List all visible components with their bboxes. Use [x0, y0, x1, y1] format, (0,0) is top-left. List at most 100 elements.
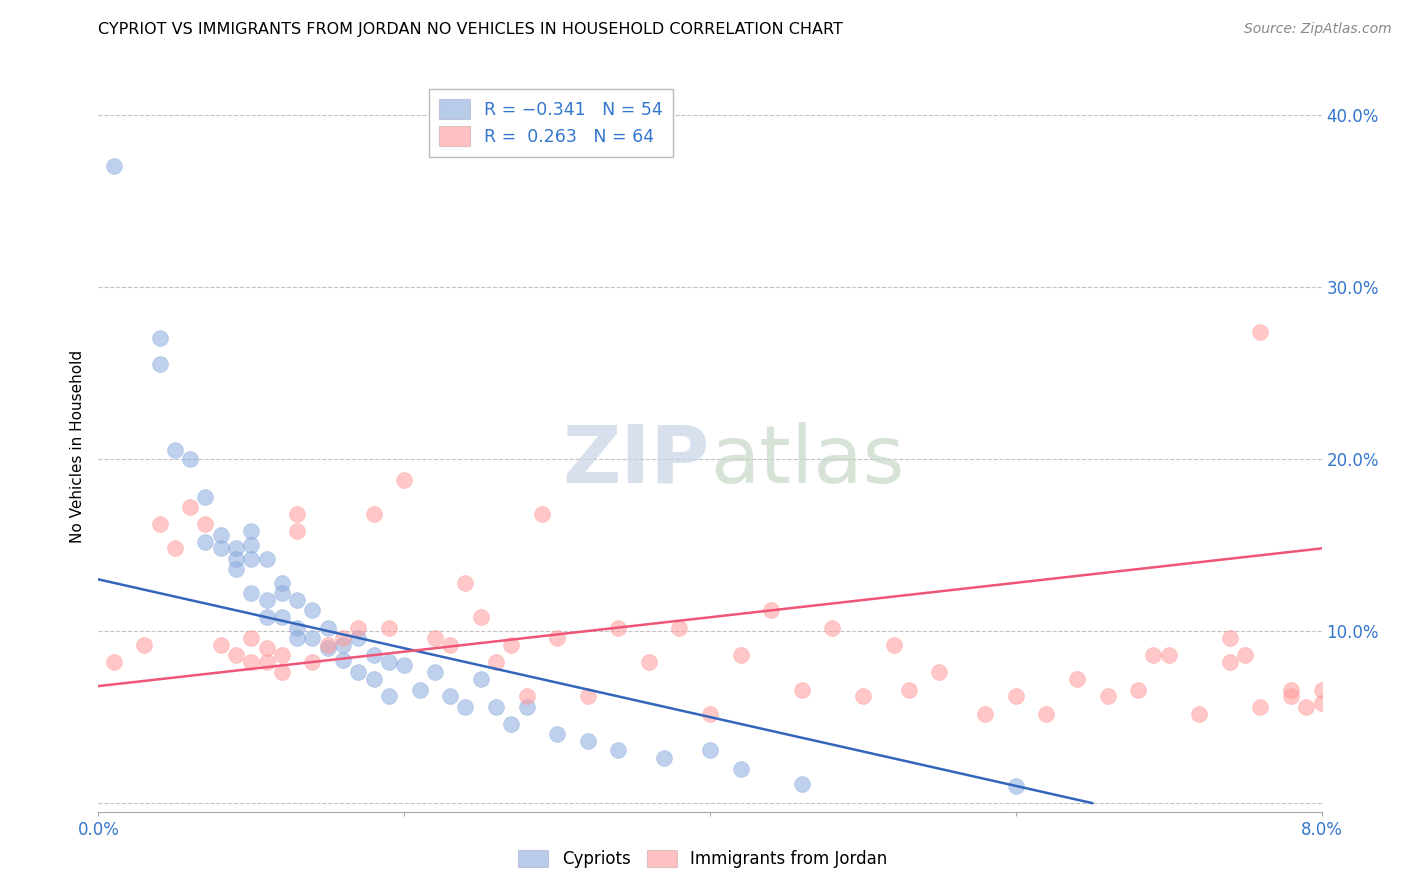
Point [256, 610, 278, 624]
Point [194, 534, 217, 549]
Point [103, 655, 125, 669]
Point [1128, 682, 1150, 697]
Point [1234, 648, 1257, 662]
Point [883, 638, 905, 652]
Point [270, 586, 294, 600]
Point [470, 672, 492, 686]
Point [439, 690, 461, 704]
Point [134, 638, 156, 652]
Point [530, 507, 553, 521]
Point [347, 631, 370, 645]
Point [194, 490, 217, 504]
Point [470, 610, 492, 624]
Point [256, 641, 278, 656]
Point [256, 551, 278, 566]
Point [256, 655, 278, 669]
Point [392, 658, 416, 673]
Point [730, 648, 752, 662]
Point [225, 541, 247, 556]
Point [423, 665, 446, 680]
Point [516, 690, 538, 704]
Point [928, 665, 950, 680]
Point [1219, 655, 1241, 669]
Point [1097, 690, 1119, 704]
Point [240, 538, 263, 552]
Point [363, 507, 385, 521]
Point [347, 621, 370, 635]
Point [378, 655, 401, 669]
Point [225, 562, 247, 576]
Point [316, 621, 339, 635]
Point [668, 621, 690, 635]
Point [270, 610, 294, 624]
Point [501, 717, 523, 731]
Point [301, 631, 323, 645]
Point [149, 357, 172, 371]
Point [332, 631, 354, 645]
Legend: R = −0.341   N = 54, R =  0.263   N = 64: R = −0.341 N = 54, R = 0.263 N = 64 [429, 89, 673, 157]
Point [316, 641, 339, 656]
Point [1295, 699, 1317, 714]
Point [1219, 631, 1241, 645]
Point [546, 727, 568, 741]
Point [1310, 682, 1333, 697]
Point [270, 648, 294, 662]
Point [1279, 682, 1302, 697]
Text: Source: ZipAtlas.com: Source: ZipAtlas.com [1244, 22, 1392, 37]
Y-axis label: No Vehicles in Household: No Vehicles in Household [70, 350, 86, 542]
Point [423, 631, 446, 645]
Point [285, 631, 308, 645]
Point [103, 159, 125, 173]
Point [546, 631, 568, 645]
Point [1310, 696, 1333, 710]
Point [501, 638, 523, 652]
Point [256, 593, 278, 607]
Text: ZIP: ZIP [562, 422, 710, 500]
Point [392, 473, 416, 487]
Point [439, 638, 461, 652]
Point [730, 762, 752, 776]
Point [179, 451, 201, 466]
Point [1035, 706, 1057, 721]
Point [301, 655, 323, 669]
Point [332, 653, 354, 667]
Point [240, 551, 263, 566]
Point [240, 631, 263, 645]
Point [897, 682, 920, 697]
Point [699, 706, 721, 721]
Point [1066, 672, 1088, 686]
Point [1249, 325, 1271, 339]
Point [1157, 648, 1180, 662]
Point [285, 593, 308, 607]
Point [285, 524, 308, 539]
Point [225, 648, 247, 662]
Point [637, 655, 661, 669]
Point [194, 517, 217, 532]
Point [1249, 699, 1271, 714]
Point [607, 621, 630, 635]
Point [363, 648, 385, 662]
Point [270, 575, 294, 590]
Point [1004, 779, 1026, 793]
Point [378, 690, 401, 704]
Point [1279, 690, 1302, 704]
Point [209, 638, 232, 652]
Point [485, 699, 508, 714]
Point [149, 517, 172, 532]
Legend: Cypriots, Immigrants from Jordan: Cypriots, Immigrants from Jordan [512, 843, 894, 875]
Point [285, 507, 308, 521]
Point [285, 621, 308, 635]
Point [652, 751, 675, 765]
Point [163, 541, 186, 556]
Point [607, 743, 630, 757]
Point [240, 524, 263, 539]
Point [576, 690, 599, 704]
Point [209, 527, 232, 541]
Point [347, 665, 370, 680]
Point [225, 551, 247, 566]
Text: atlas: atlas [710, 422, 904, 500]
Point [576, 734, 599, 748]
Point [363, 672, 385, 686]
Point [454, 699, 477, 714]
Point [974, 706, 997, 721]
